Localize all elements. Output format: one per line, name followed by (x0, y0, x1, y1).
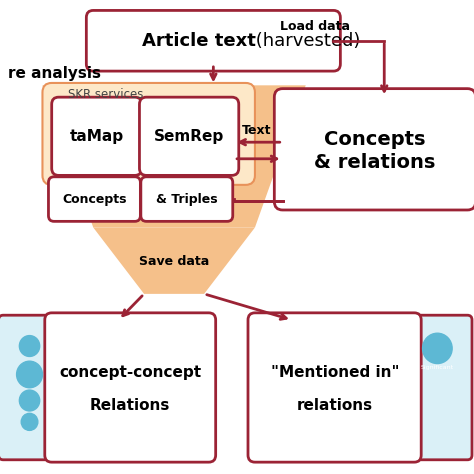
FancyBboxPatch shape (52, 97, 142, 175)
Text: "Mentioned in": "Mentioned in" (271, 365, 399, 380)
Text: & relations: & relations (314, 153, 436, 172)
FancyBboxPatch shape (141, 177, 233, 221)
Circle shape (21, 413, 38, 430)
Text: SKR services: SKR services (68, 88, 143, 100)
Polygon shape (43, 85, 306, 228)
Circle shape (423, 333, 452, 364)
Circle shape (19, 336, 40, 356)
Polygon shape (93, 228, 255, 294)
Text: Load data: Load data (280, 20, 350, 33)
FancyBboxPatch shape (43, 83, 255, 185)
Circle shape (17, 361, 43, 388)
FancyBboxPatch shape (248, 313, 421, 462)
FancyBboxPatch shape (274, 89, 474, 210)
FancyBboxPatch shape (139, 97, 239, 175)
FancyBboxPatch shape (86, 10, 340, 71)
Circle shape (19, 390, 40, 411)
Text: Save data: Save data (139, 255, 209, 268)
FancyBboxPatch shape (0, 315, 63, 460)
Text: re analysis: re analysis (8, 66, 101, 81)
Text: Article text: Article text (142, 32, 255, 50)
Text: relations: relations (297, 398, 373, 413)
Text: & Triples: & Triples (156, 192, 218, 206)
Text: Significant: Significant (421, 365, 454, 370)
FancyBboxPatch shape (48, 177, 140, 221)
Text: SemRep: SemRep (154, 128, 224, 144)
Text: Concepts: Concepts (324, 130, 426, 149)
Text: concept-concept: concept-concept (59, 365, 201, 380)
Text: taMap: taMap (70, 128, 124, 144)
Text: Text: Text (242, 125, 271, 137)
FancyBboxPatch shape (45, 313, 216, 462)
Text: Relations: Relations (90, 398, 171, 413)
Text: Concepts: Concepts (63, 192, 127, 206)
Text: (harvested): (harvested) (250, 32, 361, 50)
FancyBboxPatch shape (407, 315, 472, 460)
